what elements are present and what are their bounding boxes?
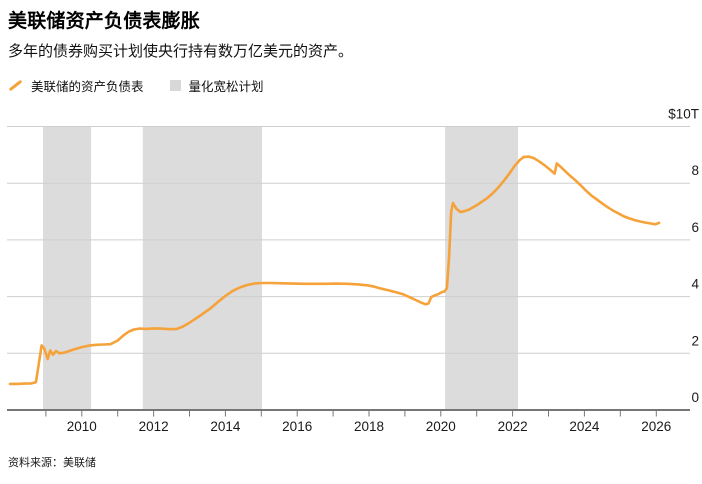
qe-band xyxy=(445,126,518,410)
x-axis-label: 2018 xyxy=(354,419,384,434)
y-axis-label: 4 xyxy=(691,277,699,292)
x-axis-label: 2020 xyxy=(426,419,456,434)
x-axis-label: 2022 xyxy=(498,419,528,434)
legend-label-balance-sheet: 美联储的资产负债表 xyxy=(31,80,144,94)
x-axis-label: 2010 xyxy=(67,419,97,434)
source-note: 资料来源：美联储 xyxy=(8,457,96,469)
y-axis-label: 2 xyxy=(691,333,699,348)
legend-label-qe: 量化宽松计划 xyxy=(188,80,264,94)
x-axis-label: 2016 xyxy=(282,419,312,434)
x-axis-label: 2026 xyxy=(641,419,671,434)
legend-item-qe: 量化宽松计划 xyxy=(169,76,264,95)
chart-title: 美联储资产负债表膨胀 xyxy=(8,11,201,32)
y-axis-label: 8 xyxy=(691,163,699,178)
chart-subtitle: 多年的债券购买计划使央行持有数万亿美元的资产。 xyxy=(8,43,354,60)
y-axis-label: 6 xyxy=(691,220,699,235)
y-axis-label: 0 xyxy=(691,390,699,405)
square-marker-icon xyxy=(169,80,181,91)
y-axis-label: $10T xyxy=(668,107,699,122)
line-marker-icon xyxy=(8,79,23,92)
x-axis-label: 2014 xyxy=(210,419,241,434)
balance-sheet-line xyxy=(8,155,661,386)
legend-item-balance-sheet: 美联储的资产负债表 xyxy=(8,76,144,95)
legend: 美联储的资产负债表 量化宽松计划 xyxy=(8,76,264,95)
qe-band xyxy=(142,126,262,410)
x-axis-label: 2024 xyxy=(569,419,600,434)
x-axis-label: 2012 xyxy=(139,419,169,434)
qe-band xyxy=(43,126,92,410)
